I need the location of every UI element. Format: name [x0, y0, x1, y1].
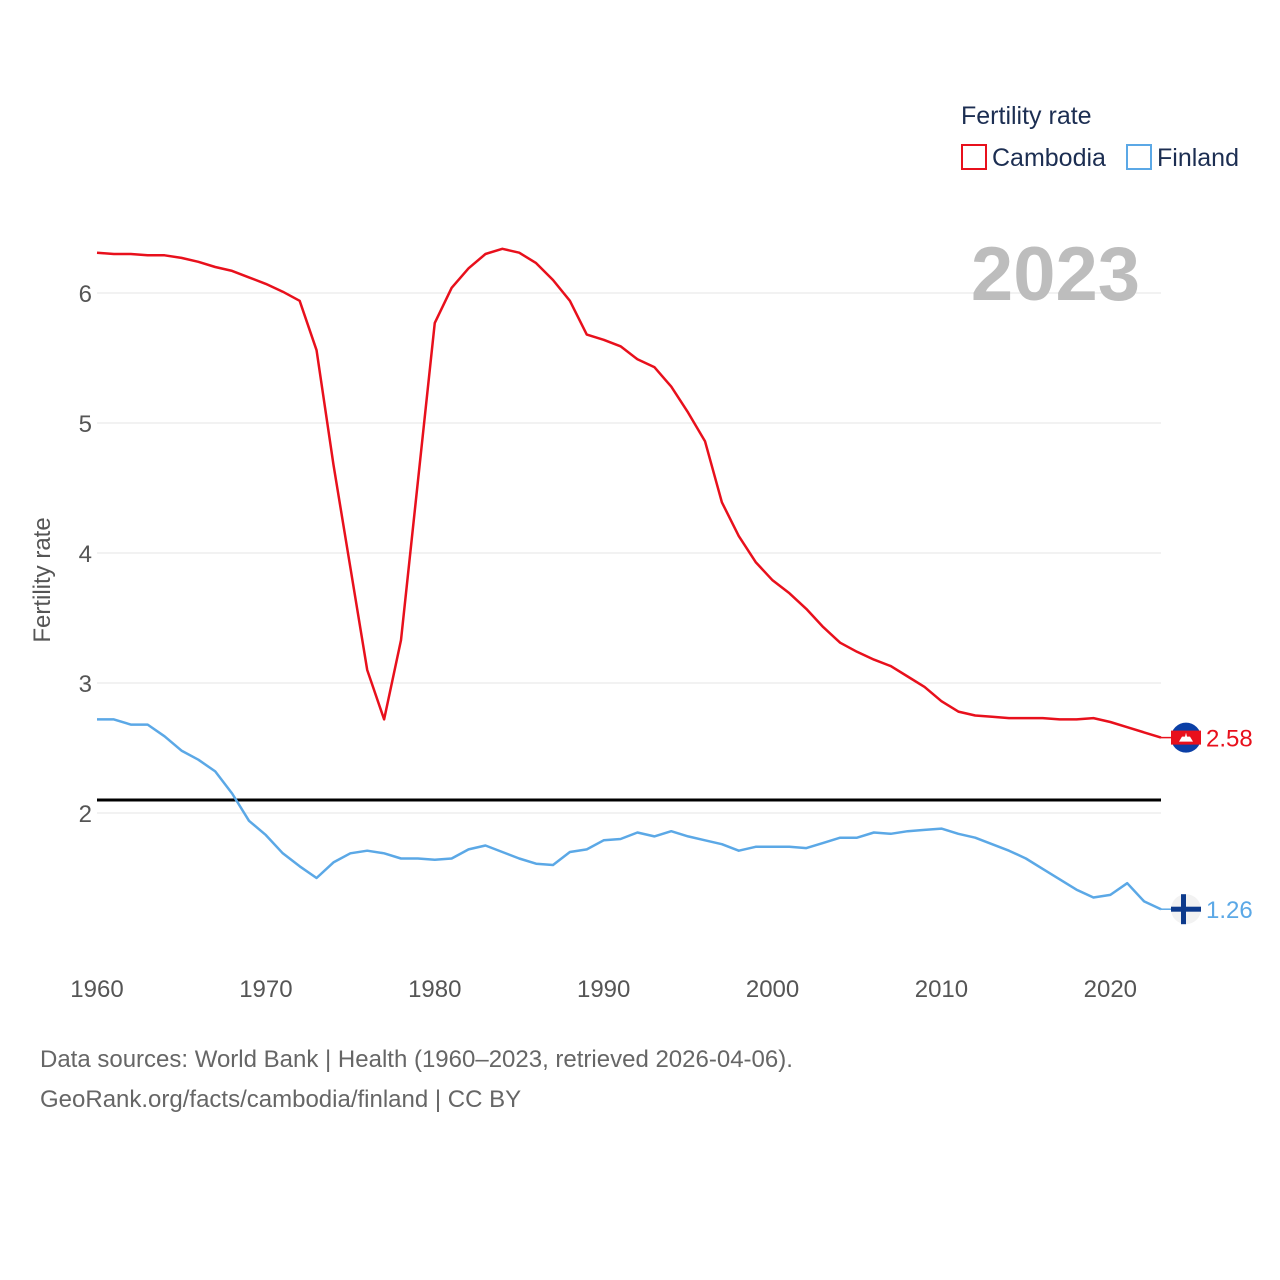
end-value-label: 2.58: [1206, 726, 1253, 753]
legend: Fertility rate Cambodia Finland: [961, 102, 1239, 172]
legend-title: Fertility rate: [961, 102, 1092, 130]
y-tick-label: 2: [79, 801, 92, 828]
series-line-finland: [97, 718, 1162, 911]
legend-item-cambodia[interactable]: Cambodia: [961, 144, 1106, 172]
y-tick-label: 5: [79, 411, 92, 438]
end-value-label: 1.26: [1206, 897, 1253, 924]
x-tick-label: 1990: [577, 976, 630, 1003]
x-tick-label: 2020: [1084, 976, 1137, 1003]
y-axis-ticks: 2 3 4 5 6: [79, 281, 92, 828]
legend-item-finland[interactable]: Finland: [1126, 144, 1239, 172]
x-tick-label: 1970: [239, 976, 292, 1003]
legend-label-finland: Finland: [1157, 144, 1239, 172]
y-tick-label: 6: [79, 281, 92, 308]
year-label: 2023: [971, 232, 1140, 317]
flag-cross-v: [1181, 894, 1186, 925]
x-tick-label: 2010: [915, 976, 968, 1003]
y-axis-title: Fertility rate: [29, 517, 56, 642]
legend-swatch-cambodia: [961, 144, 987, 170]
series-line-cambodia: [96, 247, 1162, 739]
legend-label-cambodia: Cambodia: [992, 144, 1106, 172]
data-source-note: Data sources: World Bank | Health (1960–…: [40, 1046, 793, 1073]
source-link[interactable]: GeoRank.org/facts/cambodia/finland | CC …: [40, 1086, 522, 1113]
legend-swatch-finland: [1126, 144, 1152, 170]
x-axis-ticks: 1960 1970 1980 1990 2000 2010 2020: [70, 976, 1137, 1003]
finland-flag-icon: [1171, 894, 1201, 925]
y-tick-label: 3: [79, 671, 92, 698]
cambodia-flag-icon: [1171, 722, 1201, 753]
x-tick-label: 2000: [746, 976, 799, 1003]
series-group: [96, 247, 1162, 911]
end-markers: 2.58 1.26: [1161, 722, 1253, 925]
grid-lines: [97, 292, 1161, 814]
x-tick-label: 1960: [70, 976, 123, 1003]
footer: Data sources: World Bank | Health (1960–…: [40, 1040, 793, 1120]
y-tick-label: 4: [79, 541, 92, 568]
x-tick-label: 1980: [408, 976, 461, 1003]
flag-temple: [1179, 732, 1193, 742]
